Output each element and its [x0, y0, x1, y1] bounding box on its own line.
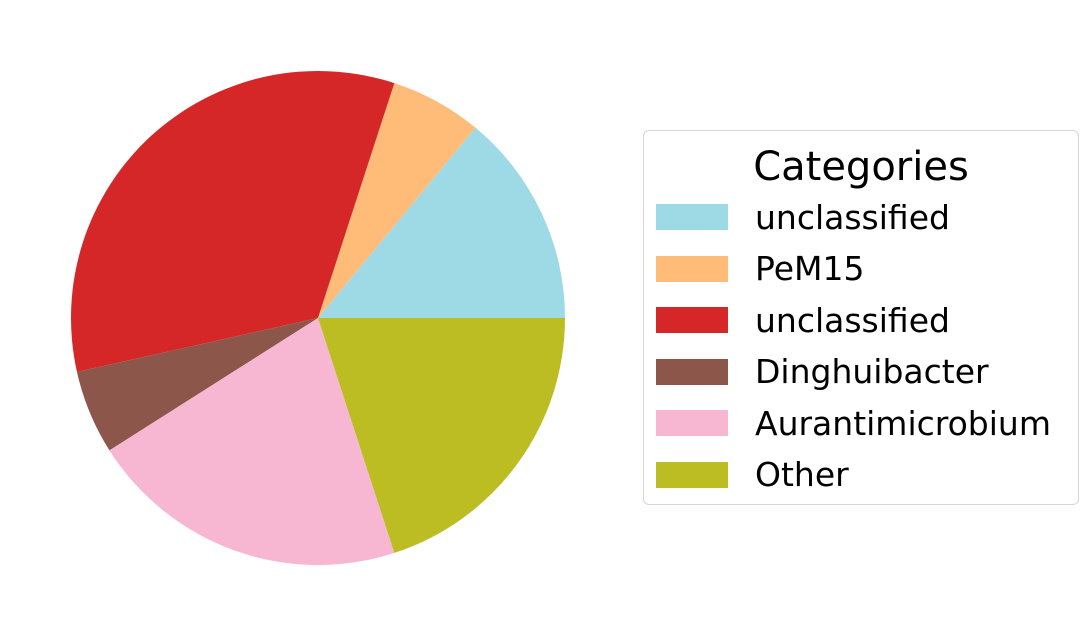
- pie-slice-1: [318, 83, 476, 318]
- legend-label: Other: [755, 455, 849, 494]
- legend-item: unclassified: [656, 197, 950, 237]
- legend-item: PeM15: [656, 249, 865, 289]
- legend-label: unclassified: [755, 300, 950, 340]
- legend-label: unclassified: [755, 197, 950, 237]
- legend-swatch: [656, 358, 728, 385]
- legend-item: unclassified: [656, 300, 950, 340]
- legend-item: Dinghuibacter: [656, 352, 989, 392]
- pie-slice-3: [76, 318, 318, 451]
- legend-label: Dinghuibacter: [755, 352, 989, 391]
- legend-swatch: [656, 461, 728, 488]
- pie-slice-0: [318, 127, 565, 319]
- legend-item: Aurantimicrobium: [656, 403, 1051, 443]
- legend-label: PeM15: [755, 249, 865, 288]
- legend-swatch: [656, 255, 728, 282]
- legend-swatch: [656, 204, 728, 230]
- legend-title: Categories: [753, 144, 969, 190]
- legend-swatch: [656, 307, 728, 333]
- legend-item: Other: [656, 455, 849, 495]
- legend-label: Aurantimicrobium: [755, 403, 1051, 443]
- legend: Categories unclassified PeM15 unclassified…: [643, 130, 1079, 505]
- pie-slice-4: [109, 318, 395, 566]
- pie-slice-2: [71, 71, 395, 372]
- pie-slice-5: [318, 318, 565, 553]
- legend-swatch: [656, 410, 728, 436]
